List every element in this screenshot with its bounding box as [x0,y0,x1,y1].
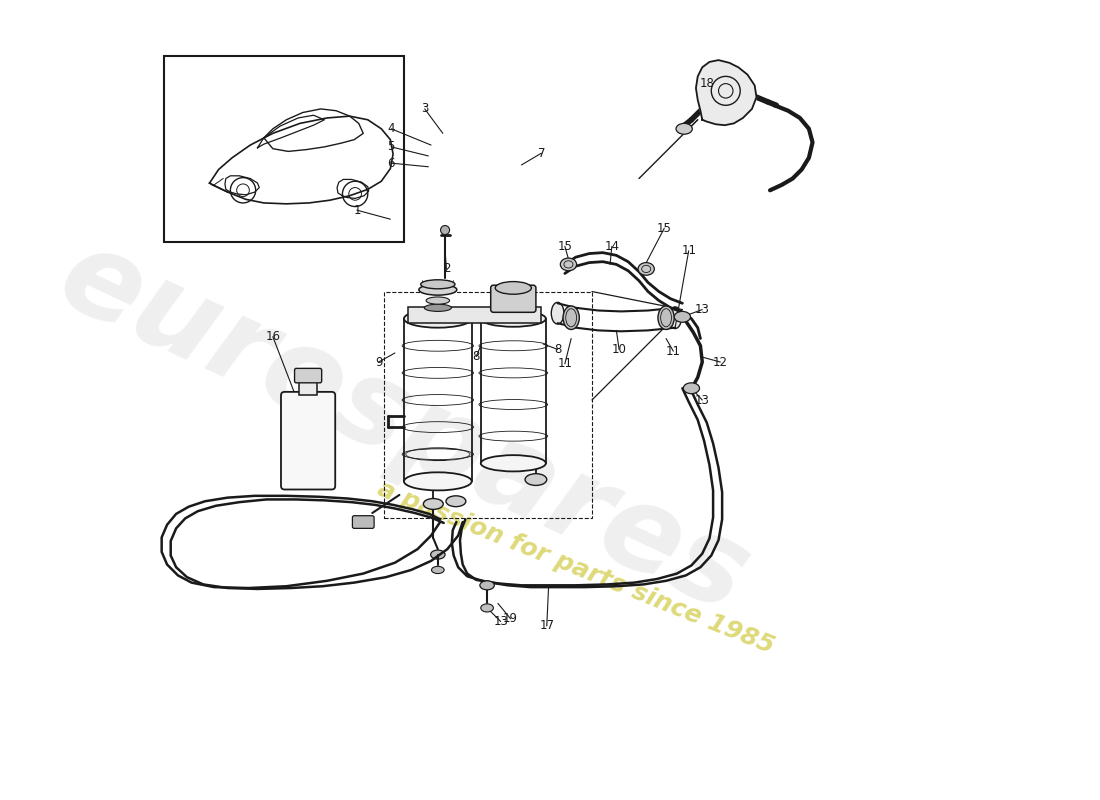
Text: 5: 5 [387,140,395,154]
Ellipse shape [404,310,472,328]
Text: 13: 13 [695,394,710,406]
Ellipse shape [683,383,700,394]
Ellipse shape [480,581,494,590]
FancyBboxPatch shape [295,368,321,383]
Text: 11: 11 [666,345,681,358]
Ellipse shape [669,307,682,329]
Text: eurospares: eurospares [42,218,767,637]
Text: 3: 3 [421,102,428,115]
Text: 10: 10 [612,343,627,356]
Ellipse shape [426,297,450,304]
Ellipse shape [676,123,692,134]
FancyBboxPatch shape [491,285,536,312]
Text: 2: 2 [442,262,450,275]
Text: 6: 6 [387,157,395,170]
Text: 8: 8 [554,343,561,356]
Ellipse shape [404,472,472,490]
Ellipse shape [419,284,456,295]
Text: 15: 15 [657,222,672,234]
Ellipse shape [446,496,466,506]
Ellipse shape [560,258,576,270]
Ellipse shape [425,304,451,311]
Polygon shape [696,60,757,125]
Text: a passion for parts since 1985: a passion for parts since 1985 [374,476,778,658]
Ellipse shape [658,306,674,330]
Text: 17: 17 [539,619,554,633]
Ellipse shape [420,280,455,289]
Bar [384,291,592,518]
Bar [299,381,317,395]
Text: 11: 11 [558,358,572,370]
Ellipse shape [424,498,443,510]
Text: 13: 13 [695,303,710,316]
Text: 14: 14 [604,240,619,253]
Ellipse shape [481,604,494,612]
Ellipse shape [638,262,654,275]
Ellipse shape [430,550,446,559]
Text: 18: 18 [700,77,714,90]
FancyBboxPatch shape [280,392,336,490]
Text: 19: 19 [503,612,518,626]
Ellipse shape [481,455,546,471]
Ellipse shape [481,310,546,326]
Ellipse shape [563,306,580,330]
Text: 11: 11 [681,244,696,258]
Bar [164,57,404,242]
Ellipse shape [551,302,564,324]
Text: 16: 16 [265,330,280,343]
Text: 13: 13 [493,615,508,628]
Text: 1: 1 [353,204,361,217]
Circle shape [440,226,450,234]
Text: 7: 7 [538,146,546,160]
FancyBboxPatch shape [352,516,374,528]
Text: 4: 4 [387,122,395,135]
Ellipse shape [674,311,691,322]
Ellipse shape [431,566,444,574]
Ellipse shape [495,282,531,294]
Text: 9: 9 [375,355,383,369]
Bar [408,307,541,323]
Text: 15: 15 [558,240,572,253]
Ellipse shape [525,474,547,486]
Text: 12: 12 [713,355,728,369]
Text: 8: 8 [473,350,480,363]
